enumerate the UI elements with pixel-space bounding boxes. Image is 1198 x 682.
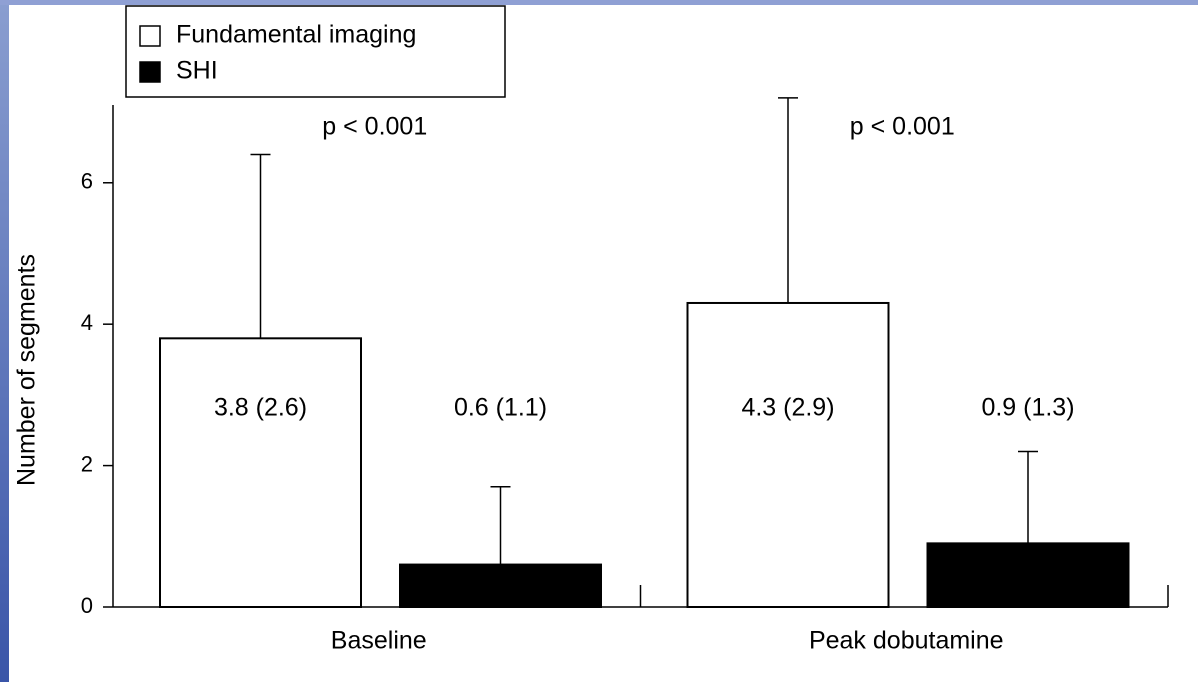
frame-top — [0, 0, 1198, 5]
annotation: p < 0.001 — [322, 113, 427, 141]
bar — [686, 301, 890, 608]
bar — [399, 563, 602, 608]
x-tick-label: Baseline — [331, 627, 427, 655]
y-tick-label: 2 — [81, 451, 93, 476]
bar — [159, 337, 362, 608]
legend-swatch — [139, 61, 161, 83]
y-tick-label: 6 — [81, 169, 93, 194]
y-tick-label: 4 — [81, 310, 93, 335]
legend-box — [125, 5, 506, 98]
data-label: 0.9 (1.3) — [981, 394, 1074, 422]
y-tick-label: 0 — [81, 593, 93, 618]
data-label: 0.6 (1.1) — [454, 394, 547, 422]
data-label: 3.8 (2.6) — [214, 394, 307, 422]
data-label: 4.3 (2.9) — [741, 394, 834, 422]
legend-label: Fundamental imaging — [176, 21, 416, 49]
annotation: p < 0.001 — [850, 113, 955, 141]
legend-label: SHI — [176, 57, 218, 85]
legend-swatch — [139, 25, 161, 47]
frame-left — [0, 0, 9, 682]
x-tick-label: Peak dobutamine — [809, 627, 1004, 655]
y-axis-label: Number of segments — [13, 254, 41, 486]
bar — [926, 542, 1130, 609]
